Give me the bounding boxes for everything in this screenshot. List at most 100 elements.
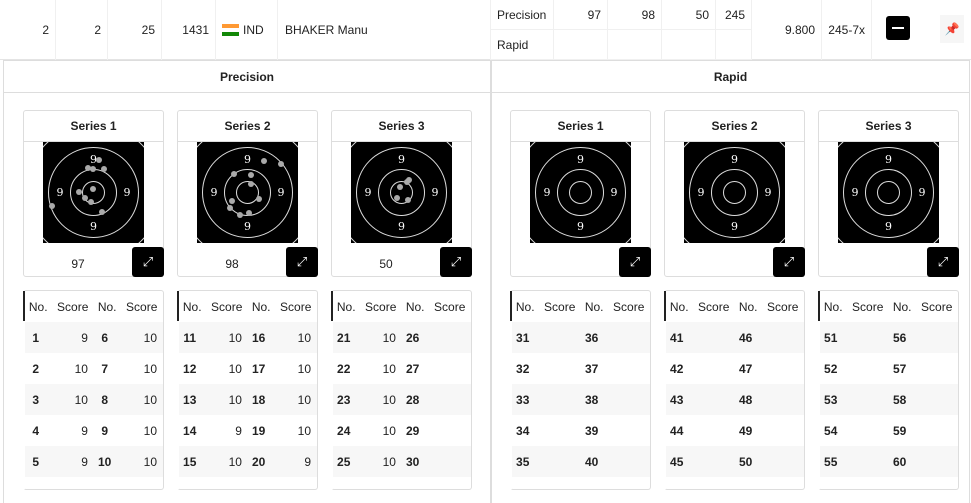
shot-number: 45	[666, 446, 693, 477]
shot-score: 10	[228, 361, 242, 376]
shots-table: No. Score No. Score 1 9 6 10 2 10 7 10 3 10 8 10 4 9 9 10 5 9…	[23, 290, 164, 490]
table-row: 5 9 10 10	[25, 446, 163, 477]
expand-icon[interactable]: ⤢	[619, 247, 651, 277]
ring-label: 9	[124, 186, 131, 199]
shot-number: 41	[666, 322, 693, 353]
shot-mark	[82, 195, 88, 201]
column-header: Score	[211, 299, 243, 314]
shot-score	[538, 384, 581, 415]
shot-number: 34	[516, 423, 530, 438]
shot-mark	[394, 195, 400, 201]
shot-score	[428, 446, 471, 477]
shot-number: 60	[888, 446, 916, 477]
shot-number: 39	[585, 423, 599, 438]
shot-number: 38	[580, 384, 608, 415]
table-row: 53 58	[820, 384, 958, 415]
expand-icon[interactable]: ⤢	[440, 247, 472, 277]
table-row: 42 47	[666, 353, 804, 384]
shot-number: 58	[888, 384, 916, 415]
table-row: 4 9 9 10	[25, 415, 163, 446]
shot-number: 9	[101, 423, 109, 438]
column-header: No.	[336, 299, 356, 314]
shot-score	[428, 384, 471, 415]
shot-mark	[227, 205, 233, 211]
shot-number: 35	[512, 446, 539, 477]
expand-icon[interactable]: ⤢	[286, 247, 318, 277]
shot-score: 10	[120, 384, 163, 415]
series-card: Series 1 9 9 9 9 ⤢	[510, 110, 651, 277]
shot-score	[692, 415, 735, 446]
shot-score: 9	[235, 423, 242, 438]
column-header: Score	[434, 299, 466, 314]
shot-mark	[99, 209, 105, 215]
athlete-name: BHAKER Manu	[278, 0, 491, 60]
pin-icon[interactable]: 📌	[940, 15, 964, 43]
shot-number: 19	[252, 423, 266, 438]
x-count: 25	[108, 0, 162, 60]
ring-label: 9	[919, 186, 926, 199]
shot-score: 10	[359, 446, 402, 477]
ring-label: 9	[611, 186, 618, 199]
column-header: No.	[669, 299, 689, 314]
nation-code: IND	[243, 23, 264, 37]
shot-number: 33	[512, 384, 539, 415]
shot-number: 53	[820, 384, 847, 415]
stage-total	[716, 30, 752, 60]
expand-icon[interactable]: ⤢	[773, 247, 805, 277]
shot-score	[915, 446, 958, 477]
table-row: 34 39	[512, 415, 650, 446]
table-row: 1 9 6 10	[25, 322, 163, 353]
column-header: Score	[365, 299, 397, 314]
ring-label: 9	[398, 220, 405, 233]
ring-label: 9	[57, 186, 64, 199]
stage-s3	[662, 30, 716, 60]
shot-score: 9	[274, 446, 317, 477]
shot-number: 56	[888, 322, 916, 353]
ring-label: 9	[765, 186, 772, 199]
ring-label: 9	[577, 153, 584, 166]
column-header: No.	[738, 299, 758, 314]
shot-score	[538, 446, 581, 477]
shot-number: 21	[333, 322, 360, 353]
shot-number: 2	[32, 361, 40, 376]
shot-mark	[256, 196, 262, 202]
table-row: 21 10 26	[333, 322, 471, 353]
column-header: No.	[97, 299, 117, 314]
shot-number: 48	[734, 384, 762, 415]
stage-name: Rapid	[491, 30, 554, 60]
shot-score	[607, 353, 650, 384]
shot-score: 9	[81, 423, 88, 438]
shot-score	[607, 446, 650, 477]
shot-number: 26	[401, 322, 429, 353]
column-header: Score	[57, 299, 89, 314]
ring-label: 9	[731, 220, 738, 233]
stage-s1: 97	[554, 0, 608, 30]
shot-score: 10	[51, 384, 94, 415]
ring-label: 9	[90, 220, 97, 233]
shot-score	[692, 384, 735, 415]
shot-number: 59	[893, 423, 907, 438]
shot-score	[692, 322, 735, 353]
target-image: 9 9 9 9	[838, 142, 939, 243]
shot-score: 10	[382, 361, 396, 376]
shot-score: 9	[51, 322, 94, 353]
expand-icon[interactable]: ⤢	[927, 247, 959, 277]
table-row: 25 10 30	[333, 446, 471, 477]
table-row: 13 10 18 10	[179, 384, 317, 415]
shot-score	[761, 384, 804, 415]
shot-number: 32	[516, 361, 530, 376]
series-title: Series 3	[332, 111, 471, 142]
shot-score	[761, 353, 804, 384]
shot-score	[846, 322, 889, 353]
shot-score: 10	[359, 322, 402, 353]
table-row: 45 50	[666, 446, 804, 477]
shot-score	[846, 384, 889, 415]
shot-score: 10	[274, 322, 317, 353]
table-row: 12 10 17 10	[179, 353, 317, 384]
expand-icon[interactable]: ⤢	[132, 247, 164, 277]
shot-score	[761, 415, 804, 446]
minus-icon[interactable]	[886, 16, 910, 40]
shot-number: 12	[183, 361, 197, 376]
table-row: 51 56	[820, 322, 958, 353]
column-header: No.	[892, 299, 912, 314]
